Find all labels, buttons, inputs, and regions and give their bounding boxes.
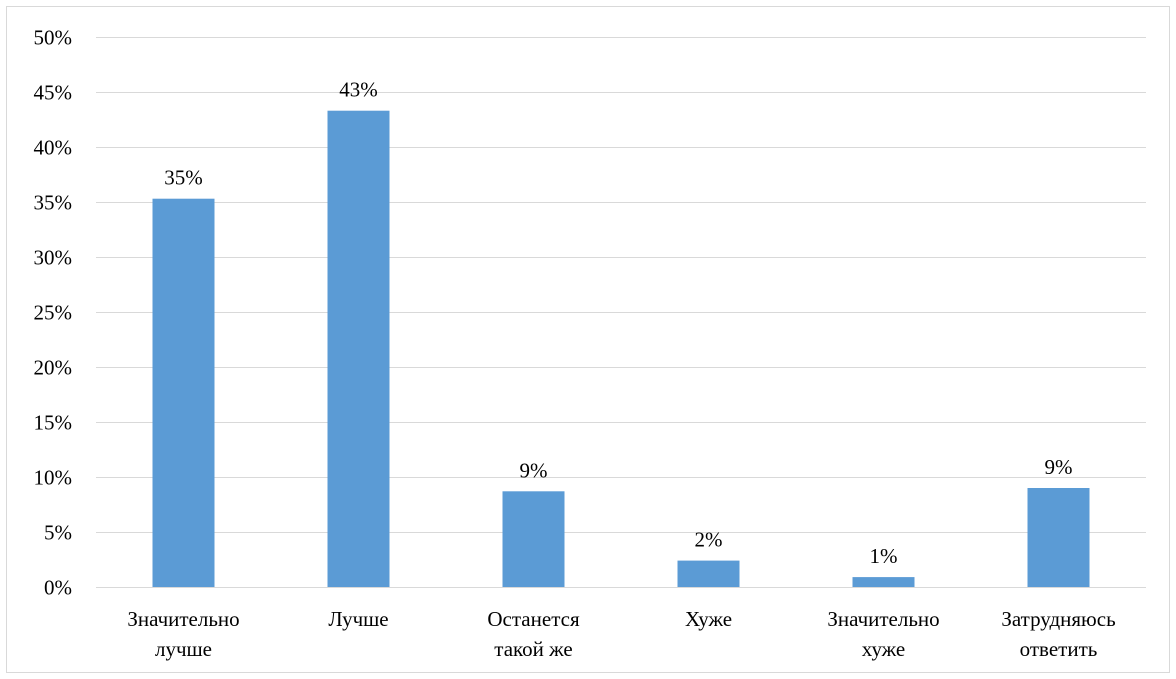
x-category-label: хуже — [862, 637, 905, 661]
data-label: 1% — [870, 544, 898, 568]
y-tick-label: 20% — [34, 356, 73, 380]
x-category-label: Лучше — [328, 607, 388, 631]
y-tick-label: 10% — [34, 466, 73, 490]
y-tick-label: 50% — [34, 26, 73, 50]
x-category-label: такой же — [494, 637, 572, 661]
bar — [852, 577, 915, 587]
x-category-label: Значительно — [827, 607, 939, 631]
data-labels: 35% 43% 9% 2% 1% 9% — [164, 78, 1072, 568]
x-category-label: лучше — [155, 637, 212, 661]
data-label: 9% — [1045, 455, 1073, 479]
bars — [152, 110, 1090, 587]
y-axis-tick-labels: 0% 5% 10% 15% 20% 25% 30% 35% 40% 45% 50% — [34, 26, 73, 600]
y-tick-label: 15% — [34, 411, 73, 435]
x-axis-category-labels: Значительно лучше Лучше Останется такой же Ху… — [127, 607, 1115, 661]
y-tick-label: 0% — [44, 576, 72, 600]
data-label: 2% — [695, 528, 723, 552]
bar — [1027, 488, 1090, 587]
y-tick-label: 30% — [34, 246, 73, 270]
x-category-label: Останется — [487, 607, 580, 631]
x-category-label: Значительно — [127, 607, 239, 631]
grid-lines — [96, 37, 1146, 588]
x-category-label: Затрудняюсь — [1001, 607, 1115, 631]
y-tick-label: 35% — [34, 191, 73, 215]
y-tick-label: 5% — [44, 521, 72, 545]
bar — [502, 491, 565, 587]
y-tick-label: 25% — [34, 301, 73, 325]
bar — [677, 560, 740, 587]
y-tick-label: 45% — [34, 81, 73, 105]
bar — [327, 110, 390, 587]
x-category-label: Хуже — [685, 607, 732, 631]
data-label: 9% — [520, 458, 548, 482]
bar — [152, 198, 215, 587]
data-label: 43% — [339, 78, 378, 102]
data-label: 35% — [164, 166, 203, 190]
y-tick-label: 40% — [34, 136, 73, 160]
x-category-label: ответить — [1020, 637, 1098, 661]
